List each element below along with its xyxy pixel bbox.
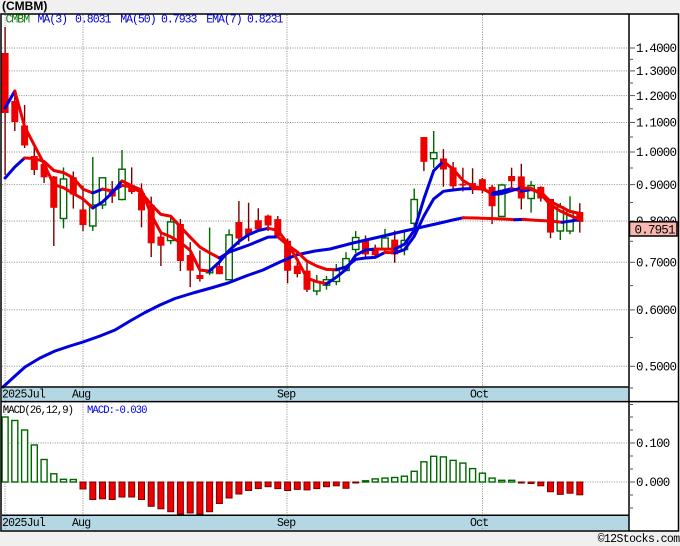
svg-text:Aug: Aug — [72, 389, 90, 402]
svg-text:1.1000: 1.1000 — [636, 117, 677, 131]
svg-text:0.7000: 0.7000 — [636, 257, 677, 271]
svg-text:1.3000: 1.3000 — [636, 65, 677, 79]
svg-text:1.0000: 1.0000 — [636, 146, 677, 160]
svg-text:EMA(7): EMA(7) — [206, 14, 241, 27]
svg-text:2025Jul: 2025Jul — [2, 517, 46, 530]
svg-text:Aug: Aug — [72, 517, 90, 530]
svg-text:1.4000: 1.4000 — [636, 42, 677, 56]
svg-text:0.7933: 0.7933 — [161, 14, 198, 27]
svg-text:©12Stocks.com: ©12Stocks.com — [598, 533, 680, 546]
svg-text:MACD:-0.030: MACD:-0.030 — [87, 405, 147, 417]
svg-text:CMBM: CMBM — [6, 14, 31, 27]
svg-text:0.6000: 0.6000 — [636, 304, 677, 318]
svg-text:Sep: Sep — [277, 389, 296, 402]
svg-text:2025Jul: 2025Jul — [2, 389, 46, 402]
svg-text:MACD(26,12,9): MACD(26,12,9) — [3, 405, 73, 417]
svg-text:0.8231: 0.8231 — [247, 14, 284, 27]
svg-text:0.9000: 0.9000 — [636, 179, 677, 193]
svg-text:0.7951: 0.7951 — [635, 223, 676, 237]
svg-text:Sep: Sep — [277, 517, 296, 530]
svg-text:MA(3): MA(3) — [38, 14, 68, 27]
svg-text:MA(50): MA(50) — [120, 14, 155, 27]
svg-text:Oct: Oct — [470, 517, 488, 530]
svg-text:0.000: 0.000 — [636, 476, 670, 490]
svg-text:(CMBM): (CMBM) — [2, 0, 47, 13]
svg-text:1.2000: 1.2000 — [636, 90, 677, 104]
svg-text:Oct: Oct — [470, 389, 488, 402]
svg-text:0.8031: 0.8031 — [75, 14, 112, 27]
svg-text:0.5000: 0.5000 — [636, 361, 677, 375]
svg-text:0.100: 0.100 — [636, 437, 670, 451]
